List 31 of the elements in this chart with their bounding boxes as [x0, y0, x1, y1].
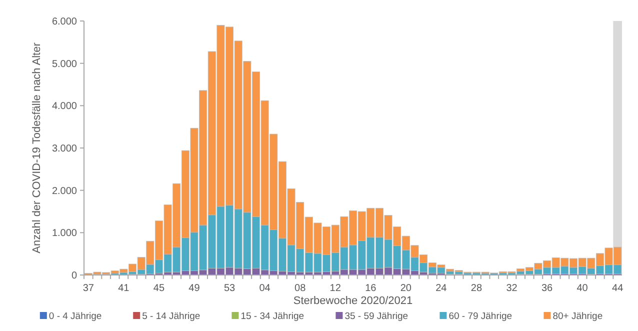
x-tick-label: 41: [118, 283, 130, 294]
legend-label: 80+ Jährige: [552, 311, 603, 322]
x-tick-label: 08: [294, 283, 306, 294]
x-tick-label: 32: [506, 283, 518, 294]
x-tick-label: 12: [330, 283, 342, 294]
y-tick-label: 3.000: [52, 144, 78, 154]
y-tick-label: 2.000: [52, 186, 78, 197]
x-tick-label: 45: [153, 283, 165, 294]
x-tick-label: 36: [541, 283, 554, 294]
y-tick-label: 5.000: [52, 58, 78, 70]
x-tick-label: 40: [576, 283, 588, 294]
x-tick-label: 20: [400, 283, 412, 294]
x-axis-title: Sterbewoche 2020/2021: [293, 295, 413, 307]
x-tick-label: 24: [436, 283, 448, 294]
y-axis-title: Anzahl der COVID-19 Todesfälle nach Alter: [31, 42, 43, 254]
legend-label: 60 - 79 Jährige: [448, 311, 512, 322]
y-tick-label: 0: [71, 270, 78, 282]
legend-label: 35 - 59 Jährige: [344, 311, 408, 322]
y-tick-label: 1.000: [52, 228, 78, 240]
legend-label: 0 - 4 Jährige: [48, 311, 102, 322]
legend-label: 15 - 34 Jährige: [240, 311, 304, 322]
x-tick-label: 53: [224, 283, 236, 294]
x-tick-label: 16: [365, 283, 377, 294]
x-tick-label: 44: [612, 283, 624, 294]
y-tick-label: 4.000: [52, 101, 78, 112]
x-tick-label: 37: [82, 283, 94, 294]
y-tick-label: 6.000: [52, 16, 78, 28]
x-tick-label: 28: [470, 283, 482, 294]
x-tick-label: 49: [188, 283, 200, 294]
x-tick-label: 04: [259, 283, 271, 294]
legend-label: 5 - 14 Jährige: [142, 311, 200, 322]
